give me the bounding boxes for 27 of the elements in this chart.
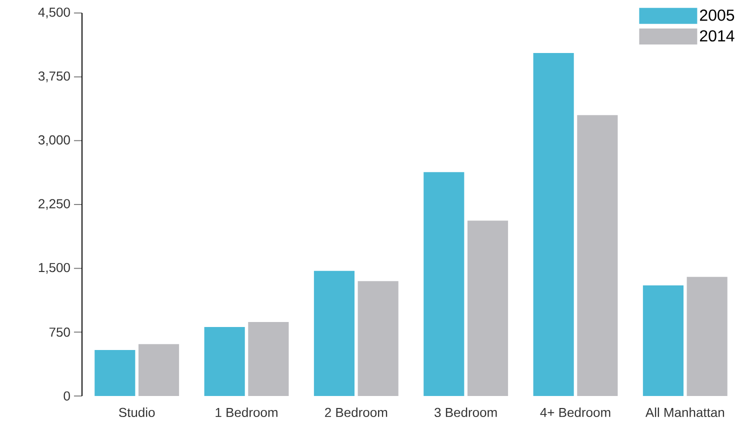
- legend-label: 2014: [700, 30, 734, 42]
- x-tick-label: 3 Bedroom: [434, 408, 497, 418]
- y-tick-label: 1,500: [38, 262, 70, 274]
- x-tick-label: All Manhattan: [645, 408, 724, 418]
- legend-label: 2005: [700, 10, 734, 21]
- y-tick-label: 3,000: [38, 135, 70, 146]
- y-tick-label: 750: [49, 328, 70, 337]
- bar: [204, 327, 245, 396]
- bar: [533, 52, 574, 396]
- bar: [424, 172, 464, 396]
- bar: [642, 285, 684, 396]
- x-tick-label: 2 Bedroom: [325, 408, 388, 418]
- bar: [94, 350, 136, 396]
- bar: [138, 344, 180, 396]
- bar: [577, 115, 618, 396]
- x-tick-label: 4+ Bedroom: [540, 408, 610, 418]
- y-tick-label: 3,750: [38, 71, 70, 82]
- bar: [314, 270, 355, 396]
- x-tick-label: Studio: [119, 408, 155, 418]
- bar: [248, 322, 289, 396]
- bar: [358, 281, 398, 396]
- y-tick-label: 4,500: [38, 8, 70, 18]
- x-tick-label: 1 Bedroom: [216, 408, 278, 418]
- bar: [467, 220, 508, 396]
- bar: [686, 276, 728, 396]
- y-tick-label: 0: [64, 391, 70, 401]
- y-tick-label: 2,250: [38, 199, 70, 210]
